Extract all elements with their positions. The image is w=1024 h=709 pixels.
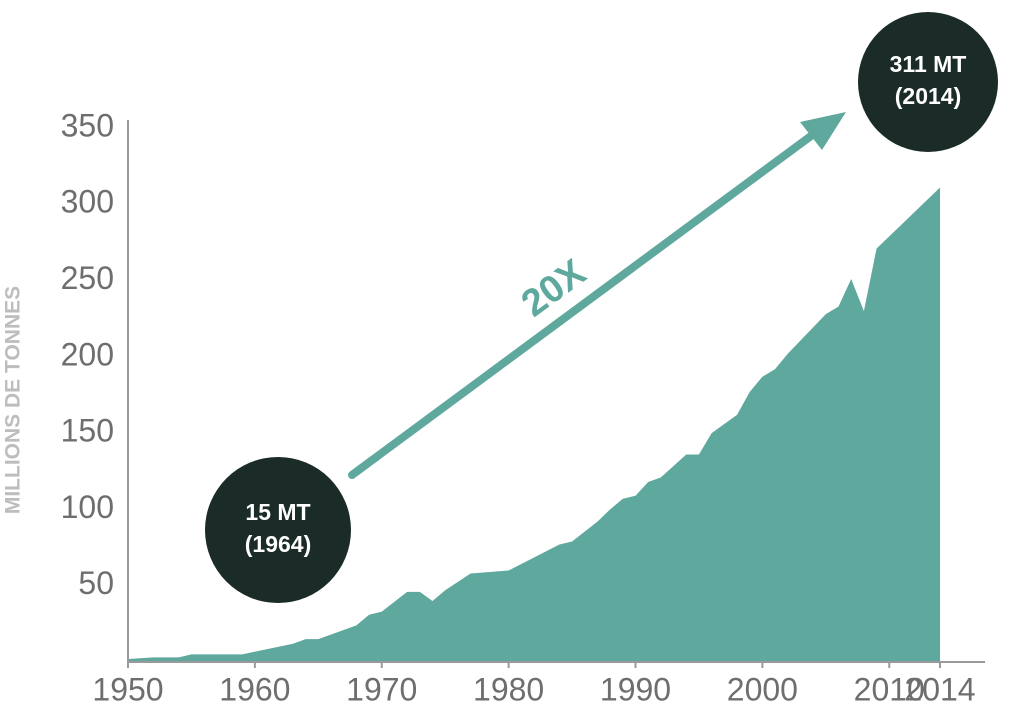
callout-text: 311 MT <box>890 51 967 77</box>
y-tick-label: 200 <box>61 336 114 372</box>
growth-label: 20X <box>514 251 594 325</box>
x-tick-label: 1950 <box>92 671 163 707</box>
arrow-head <box>800 112 846 150</box>
x-tick-label: 2010 <box>854 671 925 707</box>
y-tick-label: 300 <box>61 184 114 220</box>
area <box>128 187 940 662</box>
y-tick-label: 50 <box>78 565 114 601</box>
callout-text: (1964) <box>245 531 311 557</box>
y-tick-label: 250 <box>61 260 114 296</box>
callout-circle <box>205 457 351 603</box>
y-axis-label: MILLIONS DE TONNES <box>2 286 25 514</box>
y-tick-label: 150 <box>61 413 114 449</box>
x-tick-label: 1980 <box>473 671 544 707</box>
y-tick-label: 350 <box>61 107 114 143</box>
callout-text: (2014) <box>895 83 961 109</box>
x-tick-label: 2000 <box>727 671 798 707</box>
x-tick-label: 2014 <box>904 671 975 707</box>
y-tick-label: 100 <box>61 489 114 525</box>
x-tick-label: 1990 <box>600 671 671 707</box>
trend-arrow <box>348 129 819 479</box>
x-tick-label: 1960 <box>219 671 290 707</box>
callout-circle <box>858 12 998 152</box>
callout-text: 15 MT <box>245 499 310 525</box>
x-tick-label: 1970 <box>346 671 417 707</box>
